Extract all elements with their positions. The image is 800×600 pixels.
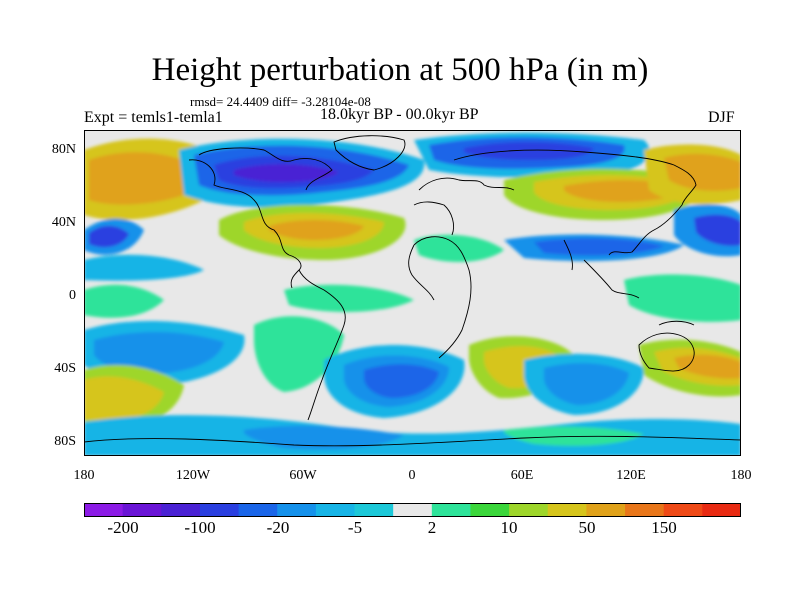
season-label: DJF — [708, 109, 735, 126]
colorbar-label: -200 — [107, 518, 139, 537]
colorbar-cell — [509, 503, 549, 517]
colorbar-cell — [122, 503, 162, 517]
lon-label-120e: 120E — [616, 468, 646, 483]
colorbar-cell — [586, 503, 626, 517]
field-layer — [84, 130, 741, 456]
lat-label-40n: 40N — [51, 215, 76, 230]
lon-label-180e: 180 — [730, 468, 752, 483]
colorbar-label: 10 — [500, 518, 518, 537]
lon-label-0: 0 — [408, 468, 416, 483]
coastlines — [84, 135, 741, 447]
colorbar-cell — [315, 503, 356, 517]
colorbar-label: -100 — [184, 518, 216, 537]
lon-label-60w: 60W — [289, 468, 317, 483]
colorbar-cell — [663, 503, 703, 517]
lon-label-60e: 60E — [510, 468, 534, 483]
lat-label-40s: 40S — [54, 361, 76, 376]
colorbar-label: 2 — [427, 518, 437, 537]
stats-label: rmsd= 24.4409 diff= -3.28104e-08 — [190, 94, 371, 109]
lat-label-80n: 80N — [51, 142, 76, 157]
colorbar-cell — [625, 503, 665, 517]
colorbar-cell — [702, 503, 741, 517]
lat-label-80s: 80S — [54, 434, 76, 449]
colorbar-cell — [354, 503, 394, 517]
lon-label-120w: 120W — [175, 468, 211, 483]
colorbar-cell — [199, 503, 240, 517]
period-label: 18.0kyr BP - 00.0kyr BP — [320, 106, 479, 123]
lat-label-0: 0 — [69, 288, 76, 303]
map-title: Height perturbation at 500 hPa (in m) — [151, 52, 649, 88]
lon-label-180w: 180 — [73, 468, 95, 483]
colorbar-label: 150 — [651, 518, 677, 537]
colorbar-cell — [470, 503, 510, 517]
colorbar — [84, 503, 741, 517]
colorbar-label: 50 — [578, 518, 596, 537]
colorbar-cell — [393, 503, 433, 517]
colorbar-cell — [161, 503, 201, 517]
colorbar-cell — [431, 503, 471, 517]
colorbar-cell — [547, 503, 587, 517]
colorbar-cell — [277, 503, 317, 517]
experiment-label: Expt = temls1-temla1 — [84, 109, 223, 126]
colorbar-label: -5 — [347, 518, 363, 537]
colorbar-label: -20 — [266, 518, 290, 537]
contour-map — [84, 130, 741, 456]
colorbar-cell — [84, 503, 124, 517]
colorbar-cell — [238, 503, 278, 517]
